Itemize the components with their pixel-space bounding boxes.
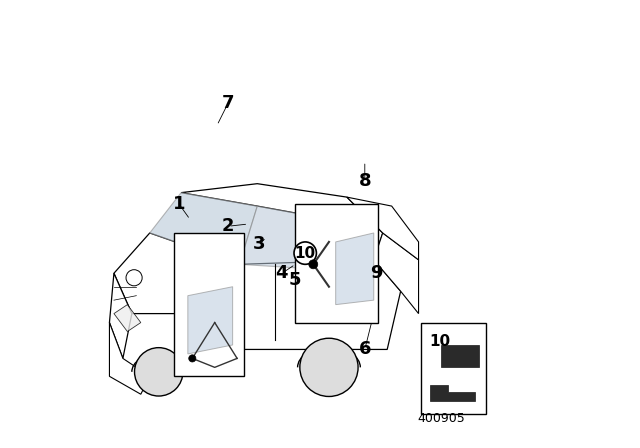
Circle shape: [134, 348, 183, 396]
Text: 5: 5: [289, 271, 301, 289]
Text: 3: 3: [253, 235, 266, 253]
Polygon shape: [347, 197, 419, 260]
Circle shape: [189, 355, 196, 362]
Polygon shape: [109, 323, 150, 394]
Text: 1: 1: [173, 195, 185, 213]
Text: 10: 10: [430, 334, 451, 349]
Polygon shape: [188, 287, 233, 354]
Text: 7: 7: [222, 94, 234, 112]
Polygon shape: [307, 215, 338, 246]
FancyBboxPatch shape: [296, 204, 378, 323]
Text: 6: 6: [358, 340, 371, 358]
Polygon shape: [114, 233, 239, 314]
Polygon shape: [212, 260, 401, 349]
Bar: [441, 345, 479, 366]
Polygon shape: [109, 273, 132, 358]
FancyBboxPatch shape: [174, 233, 244, 376]
Polygon shape: [150, 193, 257, 264]
Polygon shape: [336, 233, 374, 305]
Polygon shape: [374, 233, 419, 314]
Circle shape: [309, 260, 318, 269]
Circle shape: [294, 242, 316, 264]
Text: 400905: 400905: [417, 412, 465, 426]
Polygon shape: [114, 305, 141, 332]
FancyBboxPatch shape: [421, 323, 486, 414]
Text: 4: 4: [276, 264, 288, 282]
Polygon shape: [181, 184, 383, 260]
Polygon shape: [239, 206, 320, 269]
Text: 9: 9: [370, 264, 382, 282]
Polygon shape: [430, 385, 475, 401]
Text: 8: 8: [358, 172, 371, 190]
Text: 2: 2: [222, 217, 234, 235]
Text: 10: 10: [294, 246, 316, 261]
Circle shape: [300, 338, 358, 396]
